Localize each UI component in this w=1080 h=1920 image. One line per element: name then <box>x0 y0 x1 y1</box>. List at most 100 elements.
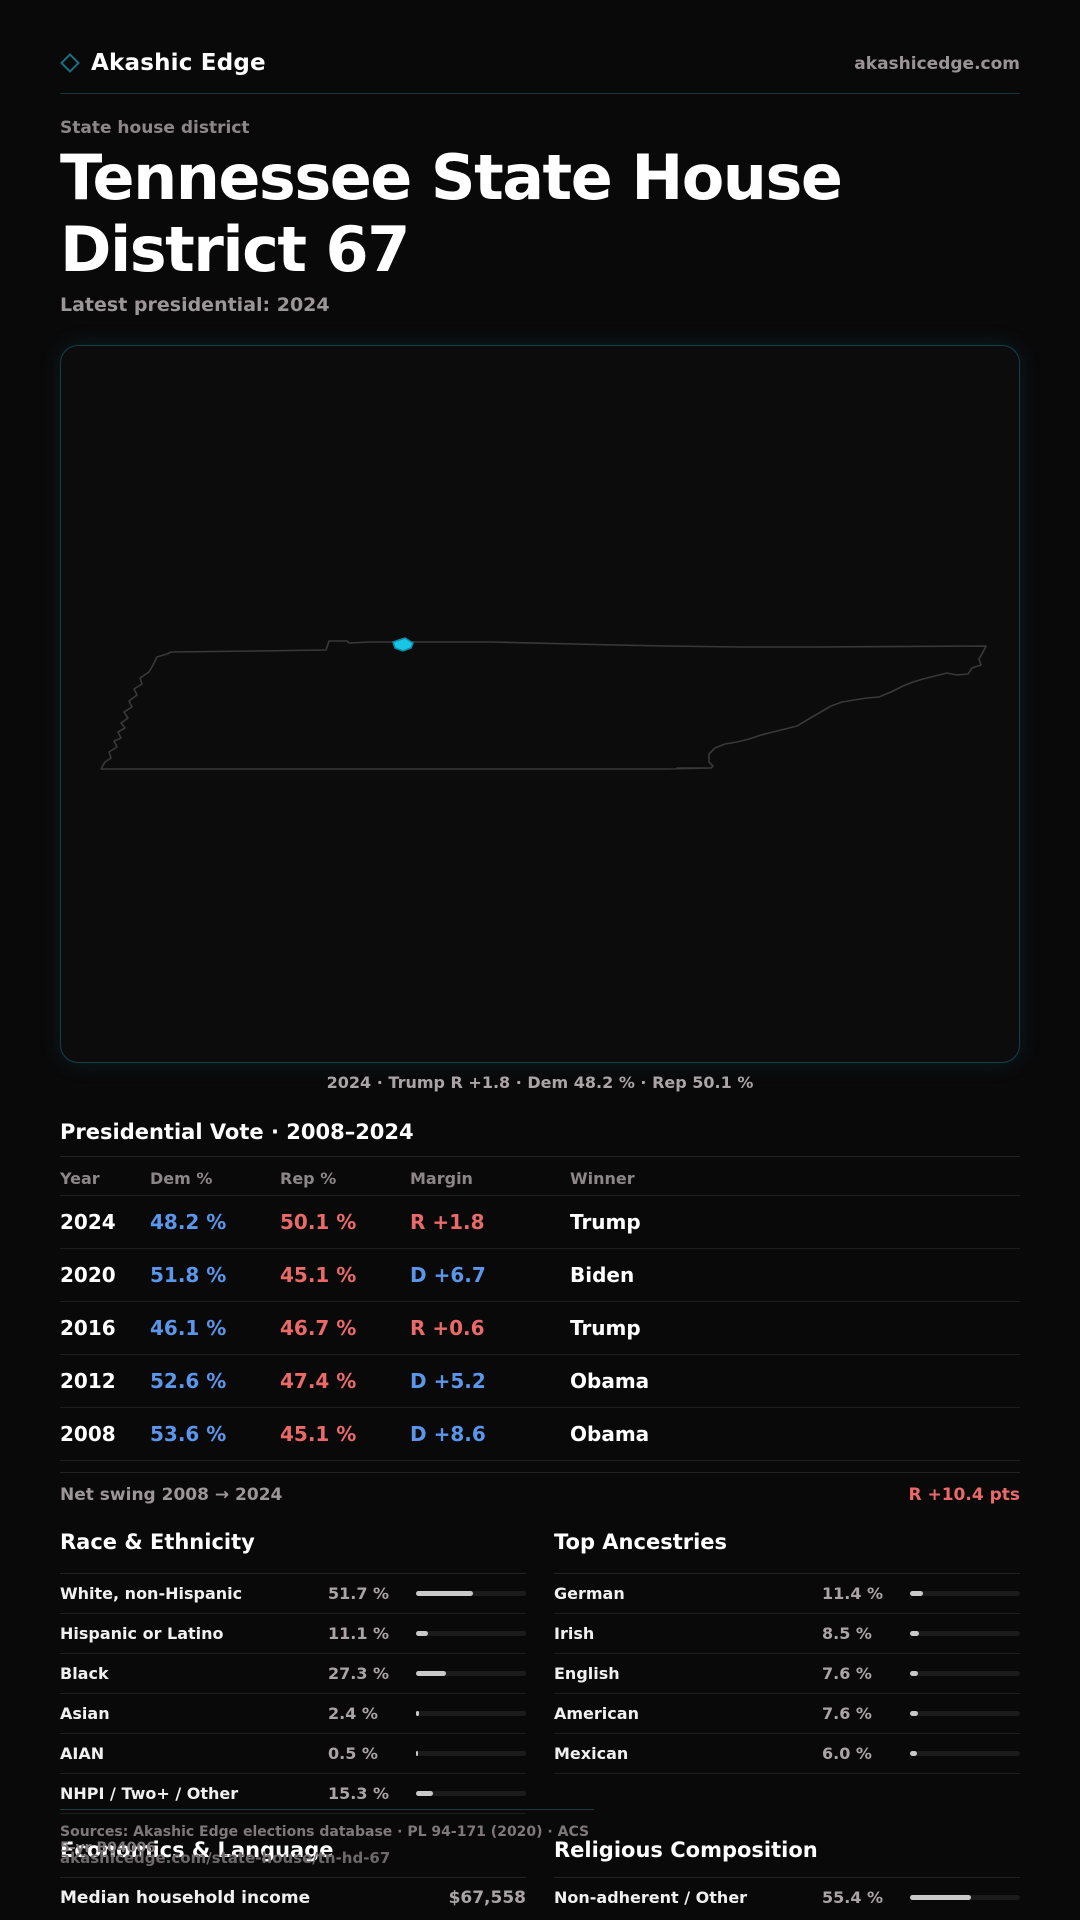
presidential-vote-table: Year Dem % Rep % Margin Winner 2024 48.2… <box>60 1162 1020 1461</box>
table-row: 2024 48.2 % 50.1 % R +1.8 Trump <box>60 1196 1020 1249</box>
page-header: Akashic Edge akashicedge.com <box>60 48 1020 94</box>
ancestry-label: Irish <box>554 1624 595 1643</box>
ancestry-bar-fill <box>910 1591 923 1596</box>
column-dem: Dem % <box>150 1169 213 1188</box>
race-bar-fill <box>416 1791 433 1796</box>
row-winner: Trump <box>570 1316 641 1340</box>
panel-header: Top Ancestries <box>554 1530 1020 1574</box>
diamond-logo-icon <box>60 53 80 73</box>
race-bar-track <box>416 1751 526 1756</box>
row-margin: D +8.6 <box>410 1422 486 1446</box>
ancestry-bar-fill <box>910 1631 920 1636</box>
race-bar-fill <box>416 1671 447 1676</box>
row-dem: 51.8 % <box>150 1263 227 1287</box>
district-map[interactable] <box>60 345 1020 1063</box>
page-kicker: State house district <box>60 118 250 138</box>
net-swing: Net swing 2008 → 2024 R +10.4 pts <box>60 1472 1020 1516</box>
brand[interactable]: Akashic Edge <box>60 50 266 76</box>
row-rep: 45.1 % <box>280 1263 357 1287</box>
ancestry-bar-track <box>910 1671 1020 1676</box>
table-header: Year Dem % Rep % Margin Winner <box>60 1162 1020 1196</box>
ancestry-bar-fill <box>910 1711 919 1716</box>
economics-title: Economics & Language <box>60 1838 334 1862</box>
list-item: AIAN 0.5 % <box>60 1734 526 1774</box>
map-caption: 2024 · Trump R +1.8 · Dem 48.2 % · Rep 5… <box>326 1073 754 1092</box>
econ-label: Median household income <box>60 1888 311 1908</box>
ancestry-pct: 7.6 % <box>822 1704 872 1723</box>
ancestry-label: Mexican <box>554 1744 629 1763</box>
net-swing-label: Net swing 2008 → 2024 <box>60 1485 283 1505</box>
ancestry-bar-track <box>910 1751 1020 1756</box>
table-row: 2016 46.1 % 46.7 % R +0.6 Trump <box>60 1302 1020 1355</box>
list-item: German 11.4 % <box>554 1574 1020 1614</box>
race-bar-track <box>416 1591 526 1596</box>
race-ethnicity-panel: Race & Ethnicity White, non-Hispanic 51.7… <box>60 1530 526 1814</box>
ancestry-title: Top Ancestries <box>554 1530 728 1554</box>
row-margin: D +6.7 <box>410 1263 486 1287</box>
site-url-link[interactable]: akashicedge.com <box>854 54 1020 74</box>
religion-title: Religious Composition <box>554 1838 818 1862</box>
row-year: 2012 <box>60 1369 116 1393</box>
row-year: 2016 <box>60 1316 116 1340</box>
list-item: Non-adherent / Other 55.4 % <box>554 1878 1020 1918</box>
list-item: American 7.6 % <box>554 1694 1020 1734</box>
race-bar-fill <box>416 1711 419 1716</box>
net-swing-value: R +10.4 pts <box>908 1485 1020 1505</box>
row-dem: 48.2 % <box>150 1210 227 1234</box>
sources-note: Sources: Akashic Edge elections database… <box>60 1809 594 1856</box>
race-label: Hispanic or Latino <box>60 1624 224 1643</box>
row-rep: 46.7 % <box>280 1316 357 1340</box>
race-bar-track <box>416 1671 526 1676</box>
brand-name: Akashic Edge <box>91 50 266 76</box>
religion-pct: 55.4 % <box>822 1888 884 1907</box>
economics-panel: Economics & Language Median household in… <box>60 1838 526 1918</box>
race-label: White, non-Hispanic <box>60 1584 243 1603</box>
race-bar-fill <box>416 1751 419 1756</box>
page-title: Tennessee State House District 67 <box>60 141 843 286</box>
presidential-vote-title: Presidential Vote · 2008–2024 <box>60 1120 414 1144</box>
list-item: Irish 8.5 % <box>554 1614 1020 1654</box>
sources-url-link[interactable]: akashicedge.com/state-house/tn-hd-67 <box>60 1849 391 1867</box>
ancestry-bar-track <box>910 1591 1020 1596</box>
race-pct: 15.3 % <box>328 1784 390 1803</box>
table-row: 2012 52.6 % 47.4 % D +5.2 Obama <box>60 1355 1020 1408</box>
ancestry-label: English <box>554 1664 620 1683</box>
row-year: 2024 <box>60 1210 116 1234</box>
race-bar-track <box>416 1711 526 1716</box>
race-pct: 51.7 % <box>328 1584 390 1603</box>
column-year: Year <box>60 1169 100 1188</box>
race-label: Asian <box>60 1704 110 1723</box>
column-rep: Rep % <box>280 1169 337 1188</box>
econ-value: $67,558 <box>448 1888 526 1908</box>
row-winner: Biden <box>570 1263 635 1287</box>
row-rep: 47.4 % <box>280 1369 357 1393</box>
latest-presidential: Latest presidential: 2024 <box>60 294 330 316</box>
race-label: AIAN <box>60 1744 105 1763</box>
list-item: Mexican 6.0 % <box>554 1734 1020 1774</box>
row-winner: Obama <box>570 1422 650 1446</box>
race-pct: 2.4 % <box>328 1704 378 1723</box>
ancestry-panel: Top Ancestries German 11.4 % Irish 8.5 % Eng… <box>554 1530 1020 1774</box>
list-item: NHPI / Two+ / Other 15.3 % <box>60 1774 526 1814</box>
table-row: 2008 53.6 % 45.1 % D +8.6 Obama <box>60 1408 1020 1461</box>
race-bar-track <box>416 1791 526 1796</box>
row-rep: 45.1 % <box>280 1422 357 1446</box>
row-winner: Obama <box>570 1369 650 1393</box>
race-bar-fill <box>416 1591 473 1596</box>
list-item: Median household income $67,558 <box>60 1878 526 1918</box>
religion-panel: Religious Composition Non-adherent / Oth… <box>554 1838 1020 1918</box>
panel-header: Economics & Language <box>60 1838 526 1878</box>
list-item: White, non-Hispanic 51.7 % <box>60 1574 526 1614</box>
row-dem: 52.6 % <box>150 1369 227 1393</box>
ancestry-label: German <box>554 1584 625 1603</box>
ancestry-bar-fill <box>910 1751 917 1756</box>
column-winner: Winner <box>570 1169 635 1188</box>
row-margin: D +5.2 <box>410 1369 486 1393</box>
row-year: 2008 <box>60 1422 116 1446</box>
row-year: 2020 <box>60 1263 116 1287</box>
list-item: Asian 2.4 % <box>60 1694 526 1734</box>
race-bar-track <box>416 1631 526 1636</box>
race-pct: 11.1 % <box>328 1624 390 1643</box>
ancestry-bar-fill <box>910 1671 919 1676</box>
panel-header: Religious Composition <box>554 1838 1020 1878</box>
